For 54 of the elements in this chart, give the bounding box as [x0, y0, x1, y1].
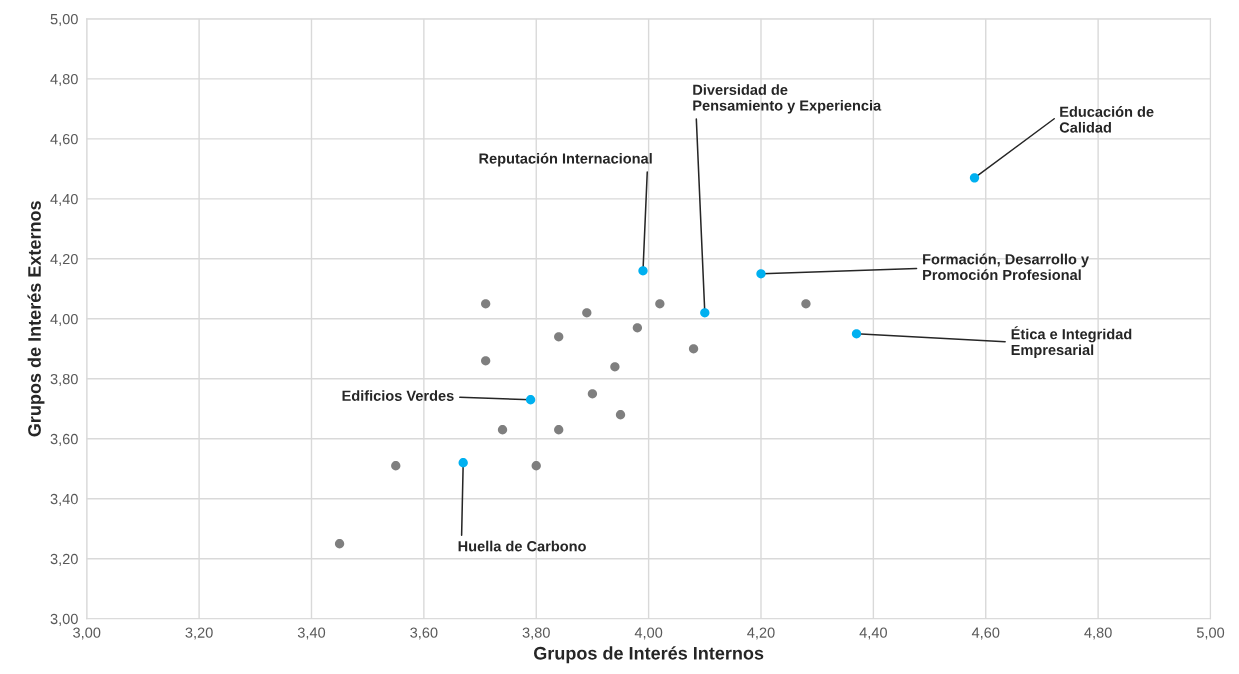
x-tick-label: 4,60	[971, 627, 1000, 640]
point	[481, 356, 491, 366]
point	[582, 308, 592, 318]
point	[497, 425, 508, 435]
annotation: Diversidad de Pensamiento y Experiencia	[693, 84, 882, 114]
x-tick-label: 4,40	[859, 627, 887, 640]
x-axis-title: Grupos de Interés Internos	[533, 646, 764, 664]
point	[554, 425, 564, 435]
annotation: Huella de Carbono	[458, 540, 586, 552]
y-tick-label: 4,20	[50, 253, 78, 266]
point	[587, 389, 598, 399]
point	[615, 410, 626, 420]
x-tick-label: 3,20	[185, 627, 213, 640]
point	[554, 332, 564, 342]
y-tick-label: 3,40	[50, 493, 78, 506]
annotation: Educación de Calidad	[1059, 106, 1154, 133]
point	[688, 344, 699, 354]
point	[391, 461, 401, 471]
x-tick-label: 4,20	[747, 627, 775, 640]
point	[632, 323, 643, 333]
point	[801, 299, 811, 309]
point	[638, 266, 648, 276]
point	[334, 539, 345, 549]
x-tick-label: 5,00	[1196, 627, 1225, 640]
point	[655, 299, 665, 309]
x-tick-label: 3,40	[297, 627, 326, 640]
x-tick-label: 3,60	[410, 627, 438, 640]
point	[969, 173, 980, 183]
annotation: Formación, Desarrollo y Promoción Profesional	[923, 253, 1089, 281]
point	[531, 461, 541, 471]
annotation: Ética e Integridad Empresarial	[1011, 326, 1132, 358]
point	[700, 308, 710, 318]
point	[756, 269, 766, 279]
y-axis-title: Grupos de Interés Externos	[27, 201, 45, 437]
point	[525, 395, 536, 405]
annotation: Edificios Verdes	[342, 390, 454, 401]
y-tick-label: 4,80	[50, 73, 78, 87]
point	[481, 299, 491, 309]
y-tick-label: 4,60	[50, 133, 78, 146]
x-tick-label: 4,80	[1084, 627, 1112, 640]
x-tick-label: 3,80	[522, 627, 550, 640]
y-tick-label: 4,40	[50, 193, 78, 206]
y-tick-label: 3,60	[50, 433, 78, 446]
y-tick-label: 3,80	[50, 373, 78, 386]
annotation: Reputación Internacional	[479, 152, 652, 167]
point	[851, 329, 862, 339]
x-tick-label: 4,00	[634, 627, 663, 640]
x-tick-label: 3,00	[73, 627, 101, 640]
point	[610, 362, 620, 372]
point	[458, 458, 468, 468]
y-tick-label: 3,00	[50, 613, 78, 626]
y-tick-label: 3,20	[50, 553, 78, 566]
y-tick-label: 5,00	[50, 13, 78, 27]
y-tick-label: 4,00	[50, 313, 78, 326]
